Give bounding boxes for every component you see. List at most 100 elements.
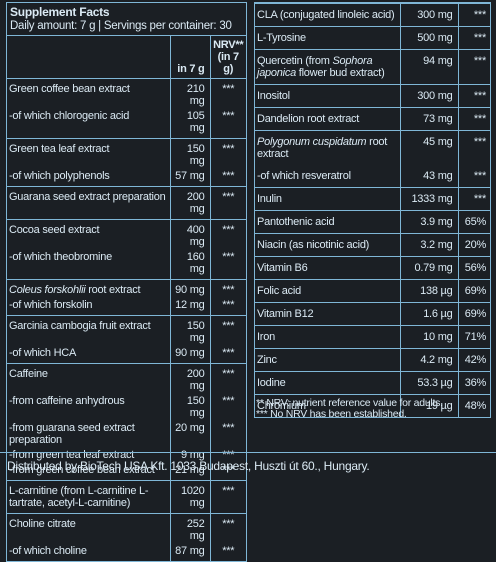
notes: ** NRV: nutrient reference value for adu… (256, 398, 443, 420)
nrv: 56% (457, 256, 490, 280)
row: Polygonum cuspidatum root extract 45 mg **… (255, 130, 490, 165)
row: Inulin 1333 mg *** (255, 187, 490, 211)
ingredient-name: Niacin (as nicotinic acid) (257, 239, 370, 251)
amount: 160 mg (169, 249, 210, 280)
amount: 1.6 µg (399, 302, 458, 326)
row: Niacin (as nicotinic acid) 3.2 mg 20% (255, 233, 490, 257)
nrv: *** (209, 315, 246, 345)
row-group: Dandelion root extract 73 mg *** (255, 107, 490, 131)
nrv: 36% (457, 371, 490, 395)
nrv: *** (209, 420, 246, 447)
ingredient-name: Guarana seed extract preparation (9, 191, 166, 203)
ingredient-name: -of which choline (9, 545, 87, 557)
row: Chromium 19 µg 48% (255, 394, 490, 417)
row-group: Choline citrate 252 mg *** -of which cholin… (7, 513, 246, 561)
ingredient-name: -of which theobromine (9, 251, 112, 263)
row: Iron 10 mg 71% (255, 325, 490, 349)
ingredient-name: Zinc (257, 354, 277, 366)
amount: 3.9 mg (399, 210, 458, 234)
nrv: 65% (457, 210, 490, 234)
row: -of which resveratrol 43 mg *** (255, 165, 490, 188)
ingredient-name: Choline citrate (9, 518, 76, 530)
row: Vitamin B6 0.79 mg 56% (255, 256, 490, 280)
ingredient-name: -from caffeine anhydrous (9, 395, 125, 407)
row-group: Green tea leaf extract 150 mg *** -of which… (7, 138, 246, 187)
row: Inositol 300 mg *** (255, 84, 490, 108)
subtitle: Daily amount: 7 g | Servings per contain… (10, 20, 232, 32)
name-part: root extract (85, 284, 141, 296)
row-group: Cocoa seed extract 400 mg *** -of which the… (7, 219, 246, 280)
amount: 500 mg (399, 26, 458, 50)
latin-name: Sophora japonica (257, 55, 373, 79)
row-group: Niacin (as nicotinic acid) 3.2 mg 20% (255, 233, 490, 257)
row: Iodine 53.3 µg 36% (255, 371, 490, 395)
amount: 94 mg (399, 49, 458, 85)
row: Dandelion root extract 73 mg *** (255, 107, 490, 131)
row: Green coffee bean extract 210 mg *** (7, 78, 246, 108)
row-group: L-carnitine (from L-carnitine L-tartrate… (7, 480, 246, 514)
row: -of which HCA 90 mg *** (7, 345, 246, 364)
footer: Distributed by BioTech USA Kft. 1033 Bud… (7, 459, 370, 473)
ingredient-name: Quercetin (from Sophora japonica flower … (255, 50, 400, 85)
amount: 1020 mg (169, 480, 210, 514)
row-group: Coleus forskohlii root extract 90 mg *** -o… (7, 279, 246, 316)
amount: 1333 mg (399, 187, 458, 211)
row-group: Iron 10 mg 71% (255, 325, 490, 349)
nrv: *** (209, 480, 246, 514)
ingredient-name: CLA (conjugated linoleic acid) (257, 9, 395, 21)
ingredient-name: -of which chlorogenic acid (9, 110, 130, 122)
amount: 10 mg (399, 325, 458, 349)
row: -of which chlorogenic acid 105 mg *** (7, 108, 246, 139)
ingredient-name: -from green coffee bean extract (9, 464, 155, 476)
row: Folic acid 138 µg 69% (255, 279, 490, 303)
row-group: Guarana seed extract preparation 200 mg **… (7, 186, 246, 220)
nrv: *** (457, 165, 490, 188)
row-group: Iodine 53.3 µg 36% (255, 371, 490, 395)
amount: 3.2 mg (399, 233, 458, 257)
amount: 300 mg (399, 3, 458, 27)
amount: 90 mg (169, 345, 210, 364)
latin-name: Polygonum cuspidatum (257, 136, 367, 148)
divider (0, 452, 496, 453)
nrv: *** (209, 78, 246, 108)
row: Guarana seed extract preparation 200 mg **… (7, 186, 246, 220)
nrv: *** (209, 279, 246, 297)
ingredient-name: Inulin (257, 193, 282, 205)
nrv: *** (209, 186, 246, 220)
nrv: 69% (457, 279, 490, 303)
ingredient-name: L-carnitine (from L-carnitine L-tartrate… (9, 485, 149, 509)
row: -from guarana seed extract preparation 20… (7, 420, 246, 447)
row: Quercetin (from Sophora japonica flower … (255, 49, 490, 85)
row-group: Inositol 300 mg *** (255, 84, 490, 108)
row: -of which choline 87 mg *** (7, 543, 246, 561)
nrv: *** (209, 543, 246, 561)
row: -of which polyphenols 57 mg *** (7, 168, 246, 187)
nrv: *** (209, 168, 246, 187)
nrv: *** (457, 84, 490, 108)
amount: 200 mg (169, 363, 210, 393)
nrv: *** (209, 513, 246, 543)
row: Pantothenic acid 3.9 mg 65% (255, 210, 490, 234)
amount: 210 mg (169, 78, 210, 108)
amount: 150 mg (169, 138, 210, 168)
ingredient-name: -of which resveratrol (257, 170, 351, 182)
amount: 57 mg (169, 168, 210, 187)
row-group: Chromium 19 µg 48% (255, 394, 490, 417)
ingredient-name: Iodine (257, 377, 286, 389)
row-group: Vitamin B6 0.79 mg 56% (255, 256, 490, 280)
ingredient-name: -of which forskolin (9, 299, 93, 311)
row: L-carnitine (from L-carnitine L-tartrate… (7, 480, 246, 514)
latin-name: Coleus forskohlii (9, 284, 86, 296)
title: Supplement Facts (10, 5, 110, 19)
amount: 0.79 mg (399, 256, 458, 280)
ingredient-name: Green tea leaf extract (9, 143, 110, 155)
nrv: *** (209, 393, 246, 420)
ingredient-name: Garcinia cambogia fruit extract (9, 320, 151, 332)
header-amount: in 7 g (169, 35, 210, 79)
nrv: *** (457, 107, 490, 131)
row-group: Garcinia cambogia fruit extract 150 mg ***… (7, 315, 246, 364)
left-panel: Supplement Facts Daily amount: 7 g | Ser… (6, 2, 247, 562)
nrv: *** (209, 108, 246, 139)
row: Choline citrate 252 mg *** (7, 513, 246, 543)
ingredient-name: Iron (257, 331, 275, 343)
